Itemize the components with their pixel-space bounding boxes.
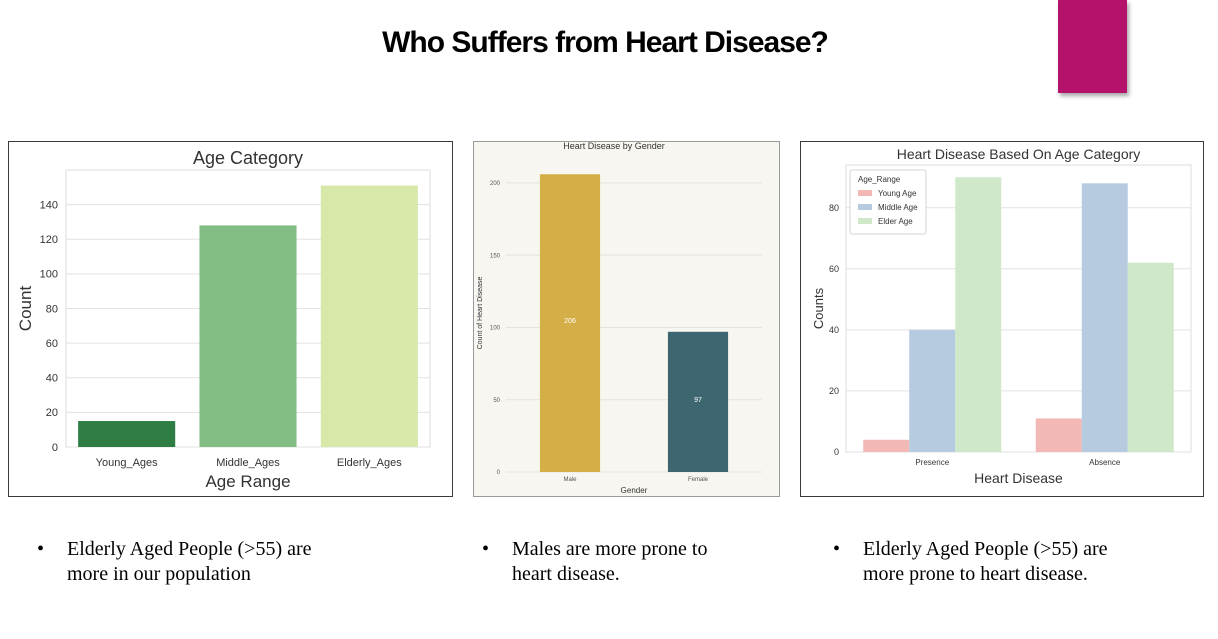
- bullet-text-line: Males are more prone to: [512, 538, 708, 560]
- y-tick-label: 150: [490, 253, 501, 259]
- age-heart-disease-chart-svg: 0 20 40 60 80 Presence Absence Heart Disease Ba…: [811, 146, 1192, 486]
- bar-data-label: 206: [564, 318, 576, 325]
- y-tick-label: 20: [829, 386, 839, 396]
- bullet-text-line: Elderly Aged People (>55) are: [67, 538, 312, 560]
- x-tick-label: Male: [563, 477, 577, 483]
- x-tick-label: Female: [688, 477, 709, 483]
- x-tick-label: Middle_Ages: [216, 457, 280, 469]
- legend-swatch: [858, 204, 872, 210]
- chart-title: Heart Disease Based On Age Category: [897, 146, 1141, 162]
- bar: [955, 177, 1002, 452]
- bar: [320, 185, 418, 448]
- legend-entry: Elder Age: [878, 217, 913, 226]
- bar: [1035, 418, 1082, 452]
- y-tick-label: 200: [490, 181, 501, 187]
- bullet-text-line: more in our population: [67, 563, 251, 585]
- bar: [863, 439, 910, 452]
- age-category-chart-svg: 0 20 40 60 80 100 120 140 Young_Ages Middle_Ages E…: [16, 148, 431, 491]
- bullet-marker: •: [37, 538, 45, 560]
- y-tick-label: 120: [40, 234, 58, 246]
- y-axis-label: Count: [16, 286, 35, 332]
- x-axis-label: Age Range: [205, 472, 290, 491]
- y-tick-label: 100: [40, 269, 58, 281]
- y-tick-label: 40: [46, 373, 58, 385]
- bar: [78, 421, 176, 447]
- accent-block: [1058, 0, 1127, 93]
- x-tick-label: Presence: [915, 458, 949, 467]
- y-tick-label: 50: [493, 398, 500, 404]
- y-tick-label: 0: [834, 447, 839, 457]
- bullet-text-line: more prone to heart disease.: [863, 563, 1088, 585]
- y-tick-label: 140: [40, 199, 58, 211]
- y-tick-label: 0: [497, 470, 501, 476]
- x-axis-label: Heart Disease: [974, 470, 1063, 486]
- legend-entry: Young Age: [878, 189, 917, 198]
- bar: [199, 225, 297, 447]
- y-axis-label: Count of Heart Disease: [477, 277, 484, 350]
- age-category-chart: 0 20 40 60 80 100 120 140 Young_Ages Middle_Ages E…: [8, 141, 453, 497]
- legend-swatch: [858, 218, 872, 224]
- x-tick-label: Absence: [1089, 458, 1121, 467]
- y-tick-label: 100: [490, 326, 501, 332]
- legend-entry: Middle Age: [878, 203, 918, 212]
- bar: [1127, 262, 1174, 452]
- bar: [1081, 183, 1128, 452]
- chart-title: Age Category: [193, 148, 303, 168]
- y-tick-label: 20: [46, 407, 58, 419]
- age-heart-disease-chart: 0 20 40 60 80 Presence Absence Heart Disease Ba…: [800, 141, 1204, 497]
- y-axis-label: Counts: [811, 287, 826, 329]
- y-tick-label: 60: [829, 264, 839, 274]
- gender-chart: 0 50 100 150 200 206 Male 97 Female Heart Disease…: [473, 141, 780, 497]
- y-tick-label: 80: [46, 303, 58, 315]
- y-tick-label: 80: [829, 203, 839, 213]
- y-tick-label: 0: [52, 442, 58, 454]
- gender-chart-svg: 0 50 100 150 200 206 Male 97 Female Heart Disease…: [477, 142, 762, 495]
- legend-swatch: [858, 190, 872, 196]
- x-axis-label: Gender: [621, 486, 648, 495]
- bar: [539, 174, 601, 472]
- x-tick-label: Young_Ages: [96, 457, 158, 469]
- bar: [909, 329, 956, 452]
- bullet-text-line: Elderly Aged People (>55) are: [863, 538, 1108, 560]
- legend-title: Age_Range: [858, 175, 901, 184]
- x-tick-label: Elderly_Ages: [337, 457, 402, 469]
- y-tick-label: 40: [829, 325, 839, 335]
- bar-data-label: 97: [694, 397, 702, 404]
- y-tick-label: 60: [46, 338, 58, 350]
- bullet-marker: •: [482, 538, 490, 560]
- slide-title: Who Suffers from Heart Disease?: [382, 26, 829, 59]
- bar: [667, 331, 729, 472]
- chart-title: Heart Disease by Gender: [563, 142, 665, 151]
- bullet-text-line: heart disease.: [512, 563, 620, 585]
- bullet-marker: •: [833, 538, 841, 560]
